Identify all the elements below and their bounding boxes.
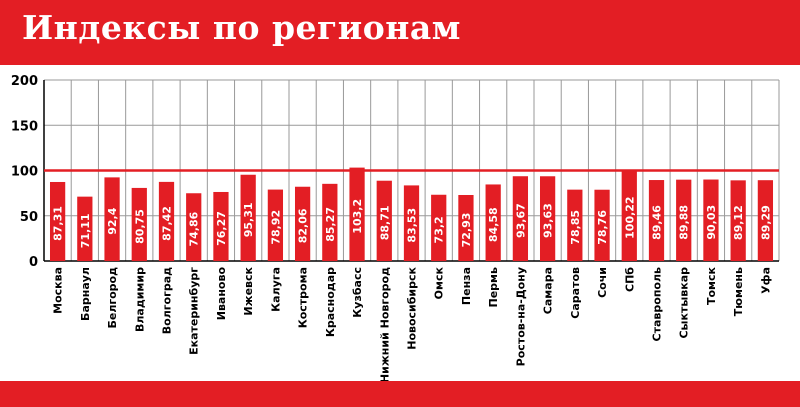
bar <box>240 174 256 261</box>
category-label: СПб <box>623 267 636 292</box>
value-label: 103,2 <box>351 199 364 234</box>
value-label: 72,93 <box>460 213 473 248</box>
category-label: Пенза <box>460 267 473 305</box>
bar <box>131 187 147 261</box>
category-label: Краснодар <box>324 267 337 337</box>
bar <box>267 189 284 261</box>
category-label: Ижевск <box>242 266 255 315</box>
value-label: 87,31 <box>52 206 65 241</box>
value-label: 84,58 <box>487 207 500 242</box>
bar <box>322 183 338 261</box>
value-label: 93,67 <box>514 203 527 238</box>
bar <box>158 181 175 261</box>
category-label: Уфа <box>759 267 772 294</box>
y-tick-label: 150 <box>11 119 38 134</box>
category-label: Пермь <box>487 267 500 308</box>
category-label: Сыктывкар <box>678 267 691 339</box>
y-tick-label: 200 <box>11 74 38 89</box>
y-tick-label: 50 <box>20 210 38 225</box>
category-label: Томск <box>705 266 718 305</box>
category-label: Екатеринбург <box>188 267 201 355</box>
category-label: Ставрополь <box>651 267 664 341</box>
bar <box>458 194 474 261</box>
bar <box>77 196 93 261</box>
category-label: Волгоград <box>161 267 174 334</box>
y-tick-label: 0 <box>29 255 38 270</box>
category-label: Ростов-на-Дону <box>514 267 527 366</box>
value-label: 89,88 <box>678 205 691 240</box>
category-label: Белгород <box>106 267 119 329</box>
category-label: Кострома <box>297 267 310 328</box>
bar <box>757 180 774 261</box>
category-label: Иваново <box>215 267 228 321</box>
bar <box>730 180 746 261</box>
bar <box>431 194 447 261</box>
bar <box>485 184 501 261</box>
value-label: 95,31 <box>242 202 255 237</box>
title-bar: Индексы по регионам <box>0 0 800 65</box>
category-label: Самара <box>542 267 555 314</box>
category-label: Нижний Новгород <box>378 267 391 381</box>
bar <box>104 177 120 261</box>
category-label: Москва <box>52 267 65 314</box>
bar <box>567 189 583 261</box>
page-title: Индексы по регионам <box>22 8 461 47</box>
value-label: 100,22 <box>623 196 636 238</box>
value-label: 89,46 <box>651 205 664 240</box>
value-label: 83,53 <box>406 208 419 243</box>
category-label: Калуга <box>269 267 282 312</box>
value-label: 71,11 <box>79 213 92 248</box>
category-label: Омск <box>433 266 446 299</box>
bars: 87,31 71,11 92,4 80,75 87,42 74,86 76,27 95,31 7… <box>49 167 774 261</box>
bar <box>49 181 66 261</box>
value-label: 76,27 <box>215 211 228 246</box>
value-label: 78,76 <box>596 210 609 245</box>
category-label: Владимир <box>133 267 146 332</box>
value-label: 89,12 <box>732 205 745 240</box>
value-label: 85,27 <box>324 207 337 242</box>
bar-chart: 0 50 100 150 200 87,31 71,11 92,4 80,75 87,42 74,… <box>11 74 780 381</box>
value-label: 93,63 <box>542 203 555 238</box>
category-label: Барнаул <box>79 267 92 321</box>
bar <box>349 167 365 261</box>
value-label: 88,71 <box>378 205 391 240</box>
value-label: 78,92 <box>269 210 282 245</box>
y-tick-label: 100 <box>11 165 38 180</box>
value-label: 78,85 <box>569 210 582 245</box>
bar <box>512 176 529 261</box>
category-label: Саратов <box>569 267 582 319</box>
value-label: 73,2 <box>433 216 446 243</box>
bar <box>186 193 202 261</box>
bar <box>621 170 637 261</box>
value-label: 92,4 <box>106 207 119 234</box>
bar <box>376 180 392 261</box>
footer-bar <box>0 381 800 407</box>
value-label: 80,75 <box>133 209 146 244</box>
bar <box>676 179 692 261</box>
value-label: 82,06 <box>297 208 310 243</box>
category-label: Тюмень <box>732 267 745 316</box>
bar <box>703 179 719 261</box>
bar <box>403 185 420 261</box>
value-label: 90,03 <box>705 205 718 240</box>
bar <box>648 180 665 261</box>
category-label: Сочи <box>596 267 609 298</box>
category-label: Новосибирск <box>406 266 419 349</box>
bar <box>539 176 556 261</box>
bar <box>294 186 311 261</box>
value-label: 74,86 <box>188 211 201 246</box>
category-label: Кузбасс <box>351 267 364 318</box>
value-label: 89,29 <box>759 205 772 240</box>
value-label: 87,42 <box>161 206 174 241</box>
bar <box>594 189 610 261</box>
category-labels: Москва Барнаул Белгород Владимир Волгоград Ек… <box>52 266 773 381</box>
bar <box>213 191 229 261</box>
